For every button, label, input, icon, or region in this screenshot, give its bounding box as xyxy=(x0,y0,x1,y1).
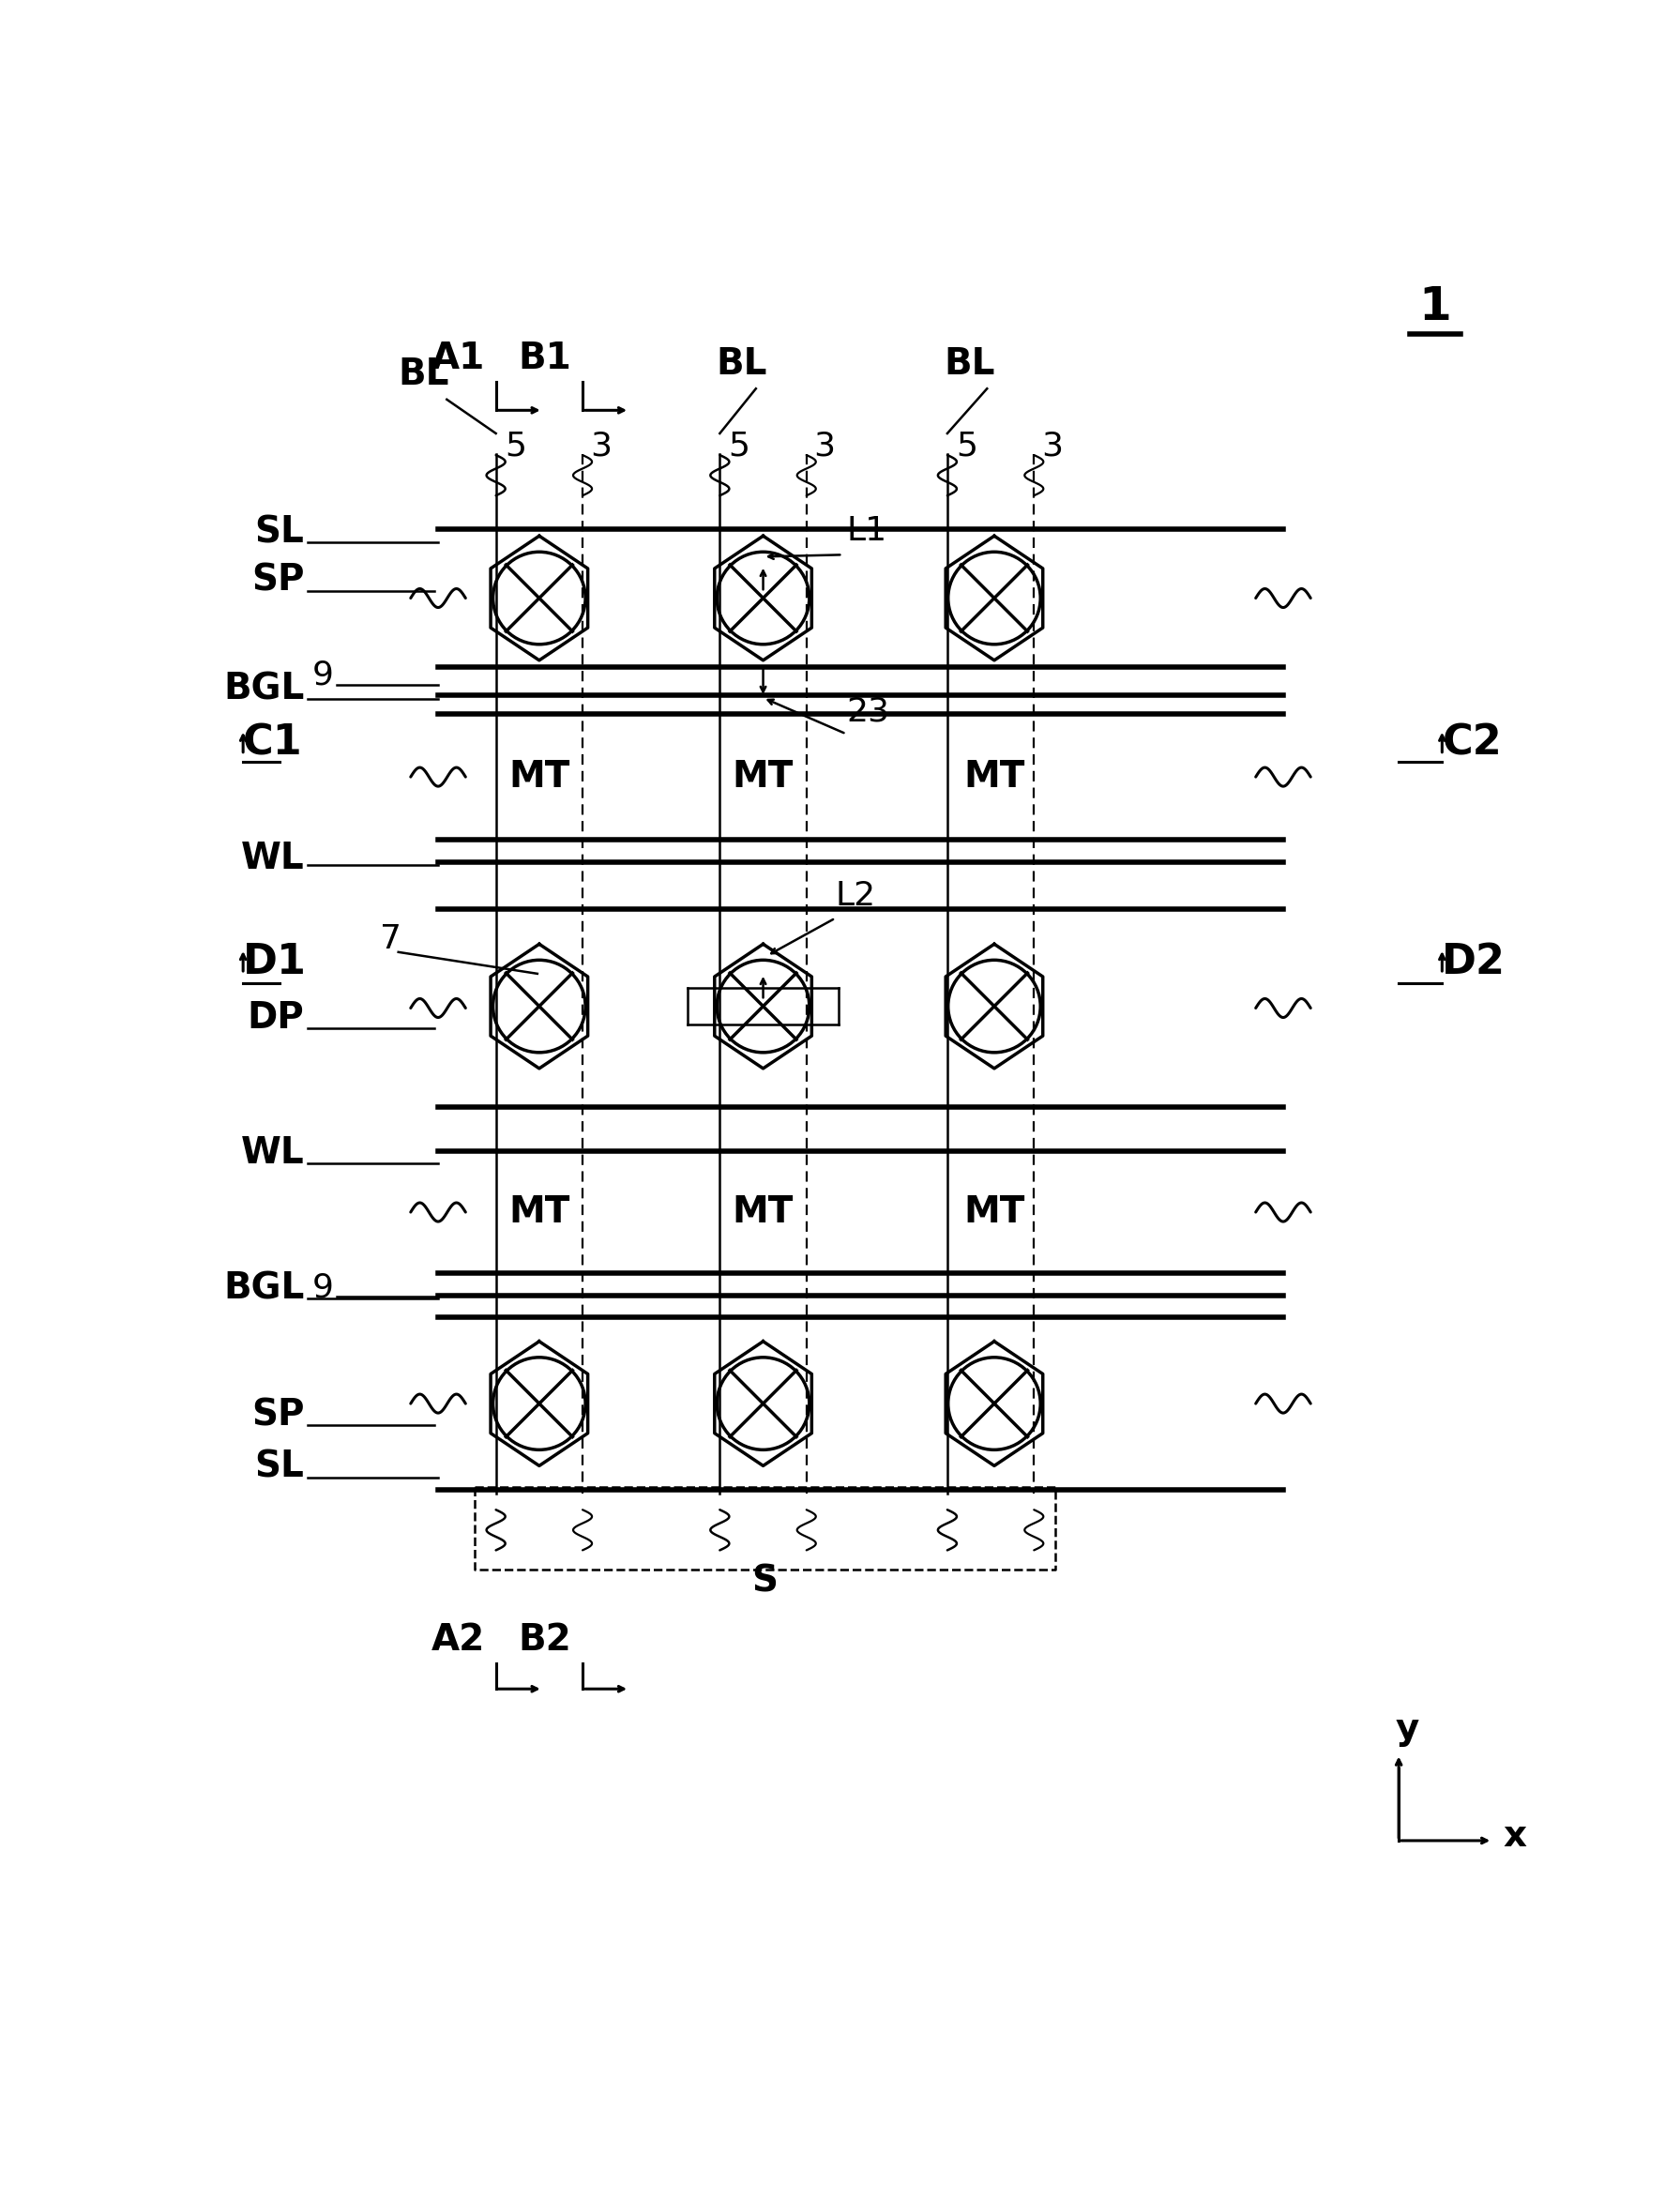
Text: x: x xyxy=(1504,1818,1527,1853)
Text: 9: 9 xyxy=(312,1272,333,1302)
Text: BL: BL xyxy=(944,345,995,382)
Text: MT: MT xyxy=(509,1195,570,1230)
Text: D1: D1 xyxy=(244,942,307,983)
Text: MT: MT xyxy=(509,758,570,795)
Text: 5: 5 xyxy=(504,430,526,463)
Text: DP: DP xyxy=(247,1001,304,1036)
Text: WL: WL xyxy=(240,841,304,876)
Text: A1: A1 xyxy=(432,341,486,376)
Text: 7: 7 xyxy=(380,922,402,955)
Text: BL: BL xyxy=(716,345,768,382)
Text: 1: 1 xyxy=(1418,284,1452,330)
Text: MT: MT xyxy=(732,1195,793,1230)
Text: SP: SP xyxy=(252,1396,304,1433)
Text: BGL: BGL xyxy=(223,671,304,706)
Text: 3: 3 xyxy=(813,430,835,463)
Text: y: y xyxy=(1394,1711,1420,1748)
Text: BGL: BGL xyxy=(223,1272,304,1307)
Text: S: S xyxy=(751,1562,778,1599)
Text: MT: MT xyxy=(964,1195,1025,1230)
Text: C1: C1 xyxy=(244,723,302,763)
Text: SL: SL xyxy=(255,513,304,551)
Text: 23: 23 xyxy=(847,695,889,728)
Text: 9: 9 xyxy=(312,660,333,690)
Text: B2: B2 xyxy=(519,1623,571,1658)
Text: SL: SL xyxy=(255,1449,304,1486)
Text: SP: SP xyxy=(252,564,304,599)
Text: BL: BL xyxy=(398,356,450,393)
Text: 5: 5 xyxy=(956,430,978,463)
Text: WL: WL xyxy=(240,1136,304,1171)
Text: MT: MT xyxy=(964,758,1025,795)
Text: C2: C2 xyxy=(1441,723,1502,763)
Text: L1: L1 xyxy=(847,516,887,546)
Text: A2: A2 xyxy=(432,1623,486,1658)
Text: 5: 5 xyxy=(729,430,749,463)
Text: B1: B1 xyxy=(519,341,571,376)
Text: MT: MT xyxy=(732,758,793,795)
Text: D2: D2 xyxy=(1441,942,1505,983)
Text: L2: L2 xyxy=(835,881,875,911)
Text: 3: 3 xyxy=(1042,430,1063,463)
Text: 3: 3 xyxy=(590,430,612,463)
